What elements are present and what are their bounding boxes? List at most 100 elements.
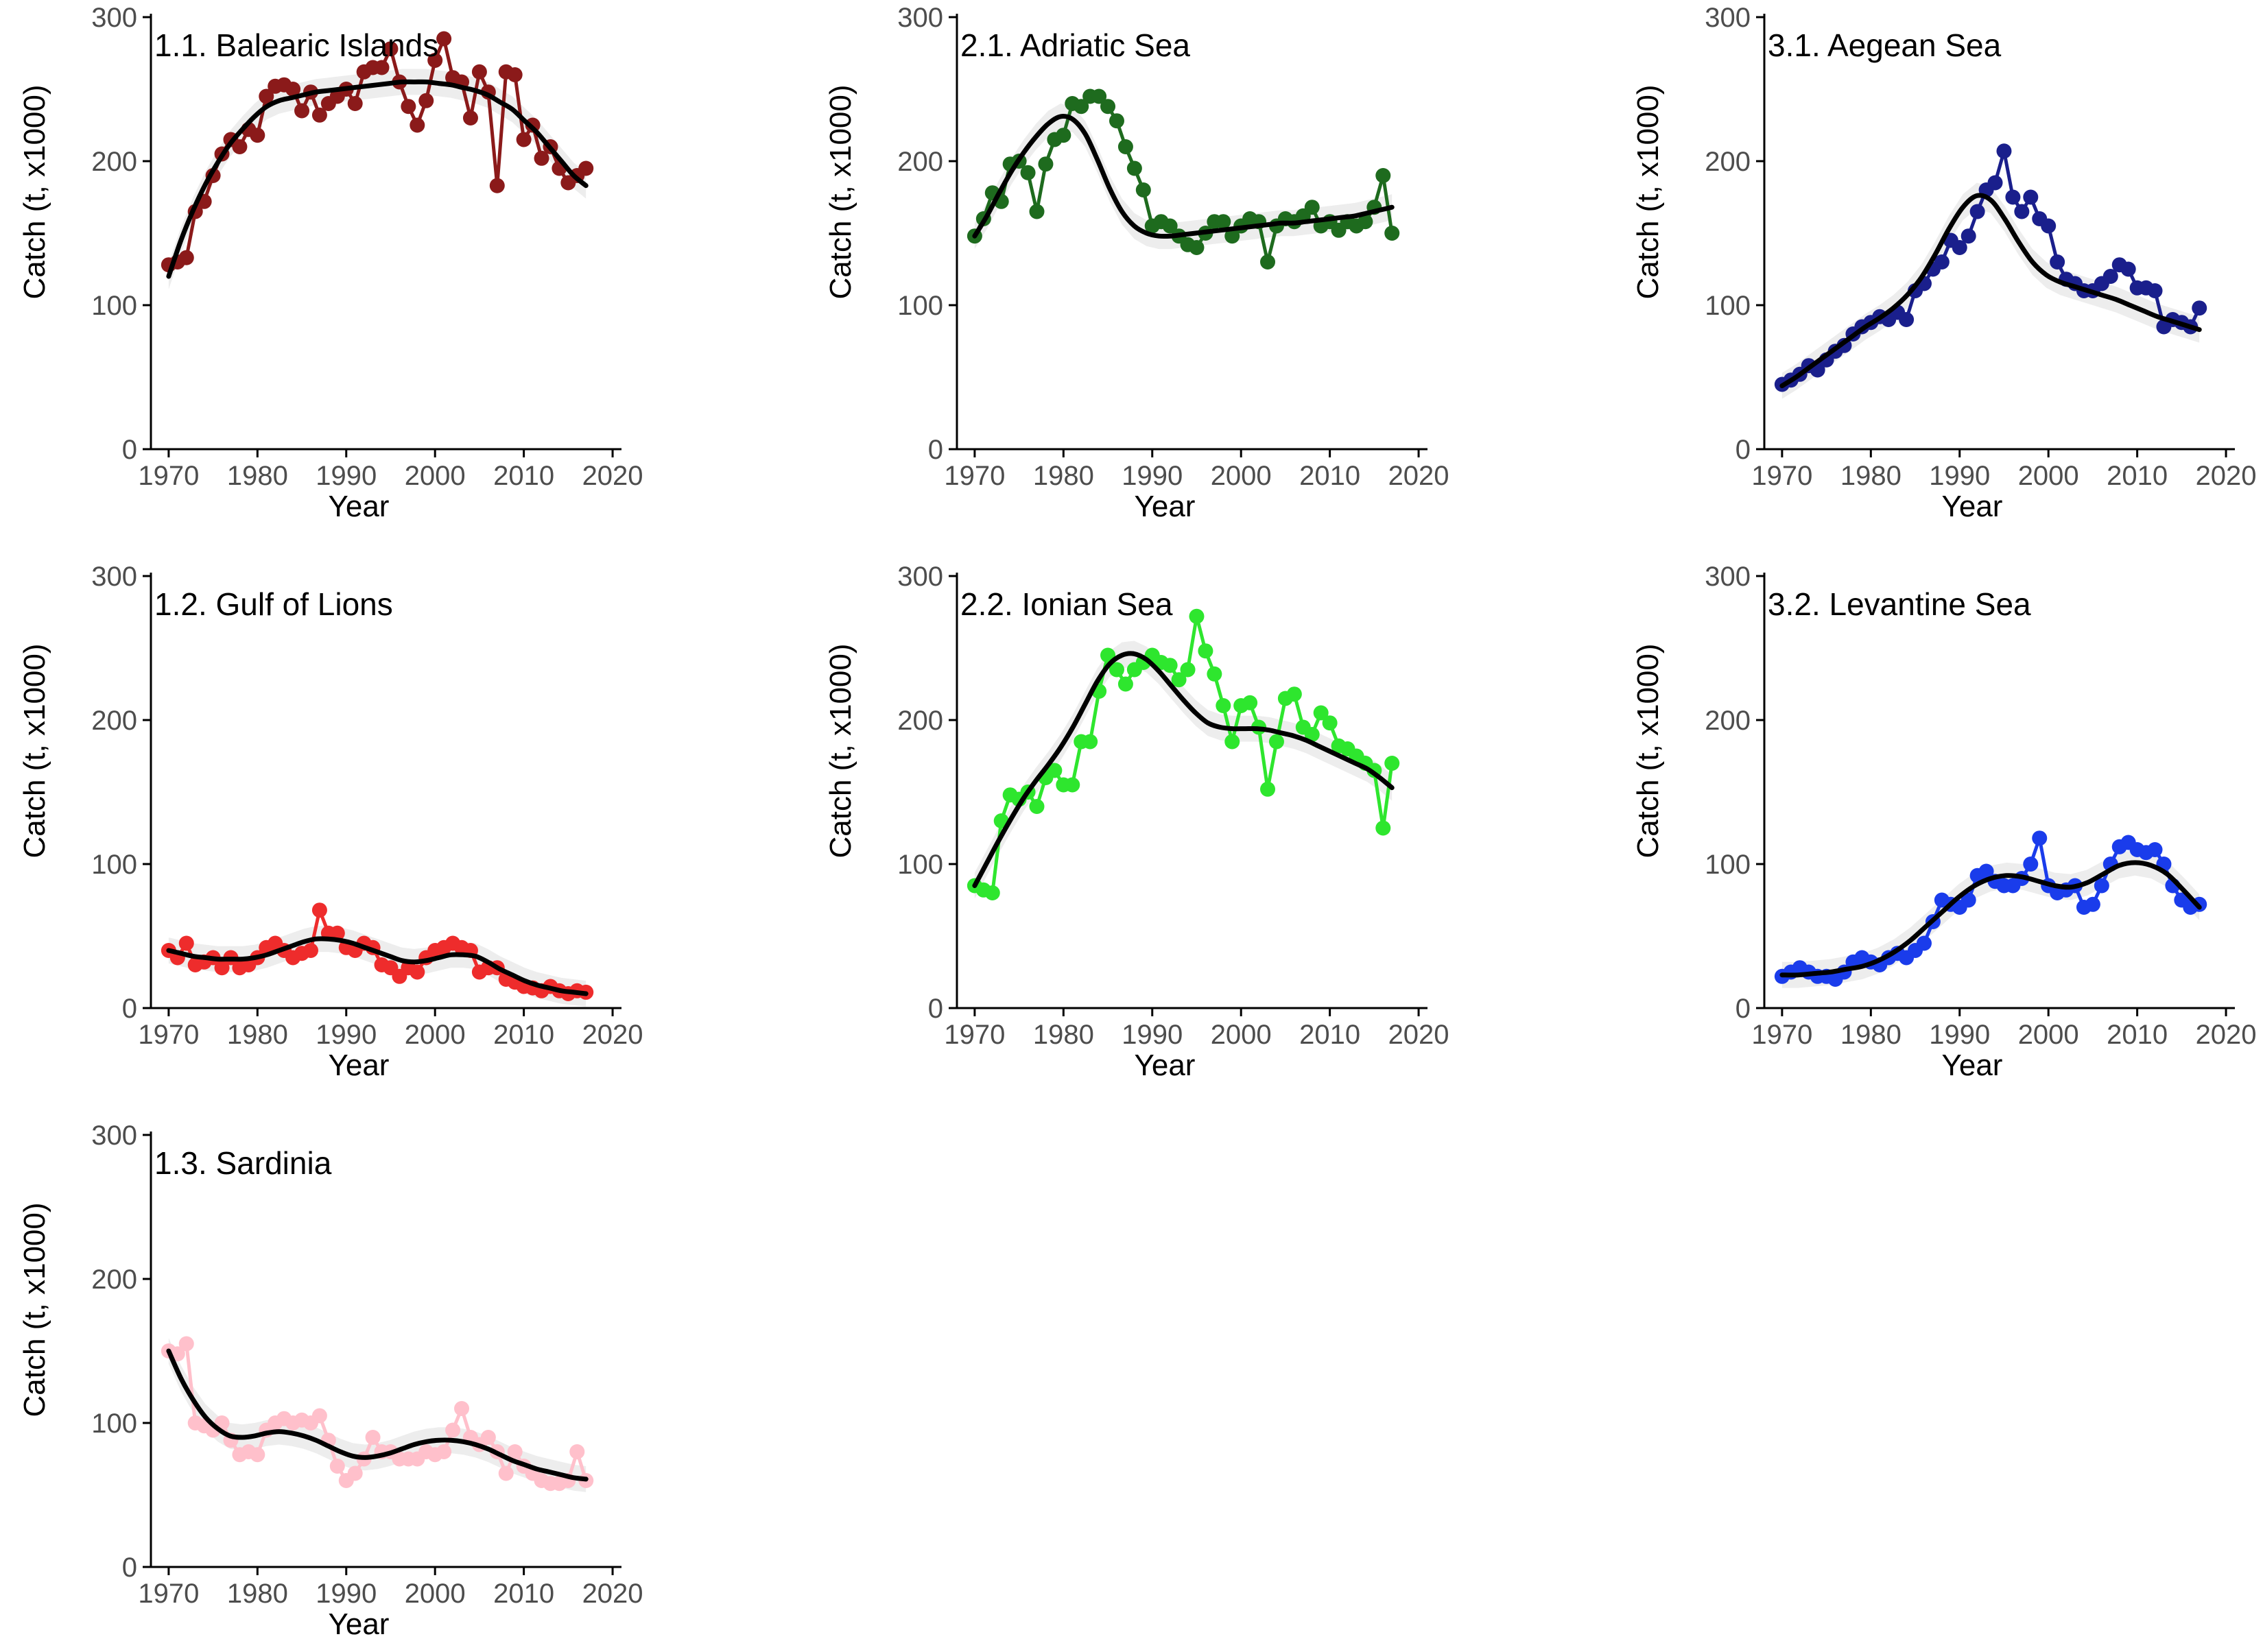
data-point bbox=[578, 160, 594, 176]
x-tick-label: 2010 bbox=[2107, 461, 2168, 491]
x-tick-label: 2020 bbox=[582, 461, 643, 491]
data-point bbox=[311, 1408, 327, 1424]
x-tick-label: 1970 bbox=[138, 461, 199, 491]
y-tick-label: 100 bbox=[897, 291, 943, 321]
x-axis-title: Year bbox=[1942, 490, 2003, 523]
data-point bbox=[1969, 204, 1985, 219]
y-tick-label: 100 bbox=[91, 850, 137, 880]
data-point bbox=[1375, 820, 1391, 836]
x-tick-label: 2000 bbox=[2018, 1020, 2079, 1050]
data-point bbox=[2102, 269, 2118, 284]
x-tick-label: 2020 bbox=[582, 1020, 643, 1050]
y-tick-label: 100 bbox=[91, 1409, 137, 1439]
x-tick-label: 2020 bbox=[582, 1579, 643, 1609]
data-point bbox=[418, 93, 434, 108]
data-point bbox=[1384, 756, 1400, 771]
x-tick-label: 1970 bbox=[1751, 1020, 1812, 1050]
y-tick-label: 200 bbox=[91, 147, 137, 177]
data-point bbox=[1091, 88, 1107, 104]
panel-title: 1.3. Sardinia bbox=[154, 1145, 332, 1181]
data-point bbox=[1180, 662, 1196, 678]
x-tick-label: 1990 bbox=[1122, 461, 1183, 491]
data-point bbox=[1384, 226, 1400, 241]
x-tick-label: 1990 bbox=[1929, 461, 1990, 491]
x-tick-label: 1990 bbox=[316, 1579, 377, 1609]
x-tick-label: 1990 bbox=[316, 1020, 377, 1050]
y-axis-title: Catch (t, x1000) bbox=[18, 643, 51, 858]
data-point bbox=[303, 943, 318, 958]
x-tick-label: 2020 bbox=[2196, 461, 2257, 491]
data-point bbox=[285, 82, 301, 97]
data-point bbox=[1065, 777, 1080, 793]
smooth-trend-line bbox=[166, 936, 589, 996]
data-point bbox=[1047, 763, 1063, 778]
y-tick-label: 200 bbox=[897, 706, 943, 736]
data-point bbox=[1117, 676, 1133, 692]
data-point bbox=[410, 964, 425, 980]
data-point bbox=[1117, 139, 1133, 154]
smooth-trend-line bbox=[972, 114, 1395, 239]
y-tick-label: 0 bbox=[928, 994, 943, 1024]
x-tick-label: 2010 bbox=[2107, 1020, 2168, 1050]
x-tick-label: 2010 bbox=[493, 461, 554, 491]
x-tick-label: 2000 bbox=[405, 1579, 466, 1609]
y-tick-label: 300 bbox=[897, 562, 943, 592]
x-tick-label: 1970 bbox=[138, 1579, 199, 1609]
data-point bbox=[498, 1465, 514, 1481]
data-point bbox=[1029, 204, 1045, 219]
y-axis-title: Catch (t, x1000) bbox=[18, 84, 51, 299]
data-point bbox=[1224, 734, 1240, 750]
x-tick-label: 1970 bbox=[138, 1020, 199, 1050]
x-tick-label: 1980 bbox=[227, 1020, 288, 1050]
chart-panel: 0 100 200 300 1970 1980 1990 2000 2010 2020 Year Ca… bbox=[1631, 3, 2257, 523]
data-point bbox=[984, 885, 1000, 900]
chart-panel: 0 100 200 300 1970 1980 1990 2000 2010 2020 Year Ca… bbox=[18, 1121, 643, 1641]
data-point bbox=[454, 1401, 470, 1416]
data-point bbox=[1978, 863, 1994, 879]
x-tick-label: 2010 bbox=[1299, 461, 1360, 491]
data-point bbox=[259, 88, 274, 104]
data-point bbox=[2120, 261, 2136, 277]
y-axis-title: Catch (t, x1000) bbox=[1631, 84, 1665, 299]
data-point bbox=[569, 1444, 585, 1459]
data-point bbox=[1198, 643, 1213, 659]
y-tick-label: 300 bbox=[91, 562, 137, 592]
panel-title: 1.1. Balearic Islands bbox=[154, 27, 438, 63]
data-point bbox=[2041, 218, 2057, 234]
data-point bbox=[1304, 727, 1320, 742]
data-point bbox=[1162, 218, 1178, 234]
x-axis-title: Year bbox=[329, 1049, 390, 1082]
data-point bbox=[1216, 698, 1231, 713]
data-point bbox=[214, 960, 230, 976]
data-point bbox=[1934, 254, 1950, 270]
chart-panel: 0 100 200 300 1970 1980 1990 2000 2010 2020 Year Ca… bbox=[1631, 562, 2257, 1082]
data-point bbox=[507, 67, 523, 82]
data-point bbox=[311, 107, 327, 123]
data-point bbox=[410, 117, 425, 133]
confidence-band bbox=[168, 1338, 587, 1492]
x-tick-label: 2000 bbox=[1211, 1020, 1272, 1050]
data-point bbox=[1960, 228, 1976, 244]
data-point bbox=[1987, 175, 2003, 191]
confidence-band bbox=[1781, 182, 2200, 399]
x-axis-title: Year bbox=[329, 1607, 390, 1641]
x-tick-label: 2000 bbox=[405, 461, 466, 491]
chart-panel: 0 100 200 300 1970 1980 1990 2000 2010 2020 Year Ca… bbox=[824, 3, 1449, 523]
x-tick-label: 2000 bbox=[2018, 461, 2079, 491]
x-tick-label: 2000 bbox=[405, 1020, 466, 1050]
y-tick-label: 0 bbox=[1735, 994, 1751, 1024]
y-tick-label: 0 bbox=[928, 435, 943, 465]
data-point bbox=[1100, 99, 1116, 115]
x-tick-label: 1980 bbox=[1840, 1020, 1901, 1050]
y-tick-label: 0 bbox=[122, 994, 137, 1024]
y-tick-label: 200 bbox=[897, 147, 943, 177]
data-point bbox=[534, 150, 549, 166]
data-point bbox=[1960, 892, 1976, 908]
y-axis-title: Catch (t, x1000) bbox=[824, 643, 857, 858]
panel-title: 1.2. Gulf of Lions bbox=[154, 586, 393, 622]
x-tick-label: 2000 bbox=[1211, 461, 1272, 491]
y-tick-label: 0 bbox=[122, 1553, 137, 1583]
data-point bbox=[1189, 240, 1205, 255]
panel-title: 2.1. Adriatic Sea bbox=[960, 27, 1190, 63]
